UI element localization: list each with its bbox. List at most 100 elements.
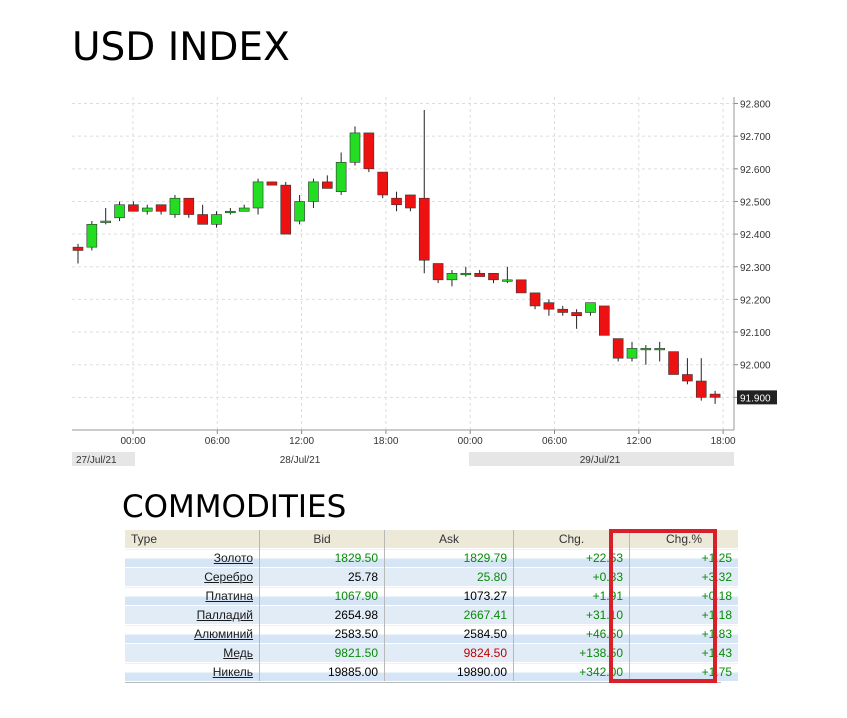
y-tick-label: 92.000 xyxy=(740,361,771,372)
date-label: 28/Jul/21 xyxy=(280,455,321,466)
commodity-name-cell: Платина xyxy=(125,586,260,606)
commodity-name-cell: Палладий xyxy=(125,605,260,625)
commodity-name-link[interactable]: Платина xyxy=(205,589,253,603)
candle-body xyxy=(211,214,222,225)
commodity-name-cell: Серебро xyxy=(125,567,260,587)
commodity-name-link[interactable]: Палладий xyxy=(196,608,253,622)
candle-body xyxy=(266,181,278,186)
candle-body xyxy=(321,181,333,189)
commodity-name-cell: Золото xyxy=(125,548,260,568)
chg-percent-value: +1.83 xyxy=(629,624,738,644)
y-tick-label: 92.400 xyxy=(740,230,771,241)
bid-value: 2654.98 xyxy=(259,605,385,625)
col-type[interactable]: Type xyxy=(125,530,260,549)
candle-body xyxy=(349,132,361,163)
chg-percent-value: +1.18 xyxy=(629,605,738,625)
x-tick-label: 06:00 xyxy=(205,436,230,447)
chg-percent-value: +1.43 xyxy=(629,643,738,663)
candle-body xyxy=(474,272,485,277)
chg-value: +31.10 xyxy=(513,605,630,625)
date-label: 27/Jul/21 xyxy=(76,455,117,466)
ask-value: 9824.50 xyxy=(384,643,514,663)
chg-value: +46.50 xyxy=(513,624,630,644)
candle-body xyxy=(598,305,610,336)
candle-body xyxy=(141,207,153,212)
x-tick-label: 12:00 xyxy=(626,436,651,447)
x-tick-label: 00:00 xyxy=(120,436,145,447)
ask-value: 1829.79 xyxy=(384,548,514,568)
x-tick-label: 18:00 xyxy=(711,436,736,447)
ask-value: 25.80 xyxy=(384,567,514,587)
candle-body xyxy=(571,312,582,317)
date-band xyxy=(469,452,734,466)
chart-grid xyxy=(72,97,734,430)
bid-value: 2583.50 xyxy=(259,624,385,644)
commodity-name-cell: Никель xyxy=(125,662,260,681)
chg-percent-value: +3.32 xyxy=(629,567,738,587)
candle-body xyxy=(695,380,707,398)
date-label: 29/Jul/21 xyxy=(580,455,621,466)
candle-body xyxy=(238,207,250,212)
candle-body xyxy=(155,204,167,212)
commodity-name-link[interactable]: Серебро xyxy=(204,570,253,584)
candle-body xyxy=(308,181,319,202)
col-bid[interactable]: Bid xyxy=(259,530,385,549)
candle-body xyxy=(280,184,292,235)
candle-body xyxy=(529,292,541,307)
y-axis: 92.800 92.700 92.600 92.500 92.400 92.300 92.2… xyxy=(733,97,777,430)
table-row: Алюминий 2583.50 2584.50 +46.50 +1.83 xyxy=(125,624,738,644)
date-band xyxy=(72,452,135,466)
candle-body xyxy=(128,204,139,212)
chg-value: +342.00 xyxy=(513,662,630,681)
chg-value: +22.53 xyxy=(513,548,630,568)
last-price-label: 91.900 xyxy=(740,393,771,404)
table-row: Платина 1067.90 1073.27 +1.91 +0.18 xyxy=(125,586,738,606)
y-tick-label: 92.500 xyxy=(740,197,771,208)
col-chg-percent[interactable]: Chg.% xyxy=(629,530,738,549)
chg-percent-value: +1.75 xyxy=(629,662,738,681)
table-header-row: Type Bid Ask Chg. Chg.% xyxy=(125,530,738,549)
candle-body xyxy=(114,204,125,219)
chg-value: +1.91 xyxy=(513,586,630,606)
ask-value: 19890.00 xyxy=(384,662,514,681)
commodity-name-link[interactable]: Золото xyxy=(213,551,253,565)
candle-body xyxy=(709,393,721,398)
page-title: USD INDEX xyxy=(72,25,290,70)
chart-candles xyxy=(72,110,721,404)
commodity-name-cell: Алюминий xyxy=(125,624,260,644)
bid-value: 19885.00 xyxy=(259,662,385,681)
candle-body xyxy=(391,197,402,206)
candle-body xyxy=(405,194,416,209)
usd-index-candlestick-chart: 92.800 92.700 92.600 92.500 92.400 92.300 92.2… xyxy=(72,97,778,467)
candle-body xyxy=(252,181,264,209)
col-ask[interactable]: Ask xyxy=(384,530,514,549)
last-price-badge xyxy=(737,390,777,405)
candle-body xyxy=(72,246,84,251)
ask-value: 2584.50 xyxy=(384,624,514,644)
candle-body xyxy=(169,197,181,215)
candle-body xyxy=(197,214,208,225)
commodity-name-link[interactable]: Алюминий xyxy=(194,627,253,641)
table-row: Медь 9821.50 9824.50 +138.50 +1.43 xyxy=(125,643,738,663)
candle-body xyxy=(446,272,458,281)
candle-body xyxy=(612,338,624,359)
bid-value: 1829.50 xyxy=(259,548,385,568)
commodity-name-link[interactable]: Никель xyxy=(212,665,253,679)
y-tick-label: 92.100 xyxy=(740,328,771,339)
candle-body xyxy=(100,220,111,223)
x-tick-label: 00:00 xyxy=(458,436,483,447)
x-tick-label: 18:00 xyxy=(373,436,398,447)
y-tick-label: 92.800 xyxy=(740,100,771,111)
candle-body xyxy=(335,161,347,192)
commodity-name-link[interactable]: Медь xyxy=(223,646,253,660)
candle-body xyxy=(668,351,679,375)
y-tick-label: 92.300 xyxy=(740,263,771,274)
candle-body xyxy=(640,348,652,351)
candle-body xyxy=(585,302,596,313)
col-chg[interactable]: Chg. xyxy=(513,530,630,549)
table-row: Палладий 2654.98 2667.41 +31.10 +1.18 xyxy=(125,605,738,625)
x-axis: 00:00 06:00 12:00 18:00 00:00 06:00 12:00 18:00… xyxy=(72,429,736,466)
y-tick-label: 92.700 xyxy=(740,132,771,143)
candle-body xyxy=(418,197,430,261)
candle-body xyxy=(183,197,195,215)
